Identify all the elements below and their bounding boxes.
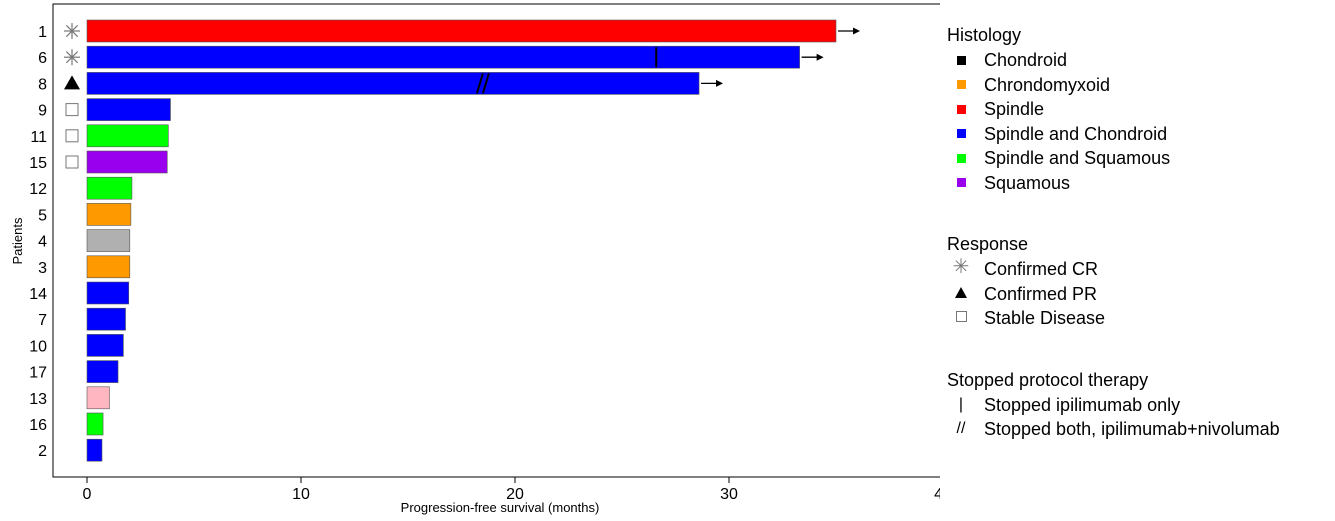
legend-item-histology: Spindle and Chondroid: [947, 122, 1332, 147]
legend-histology-title: Histology: [947, 25, 1022, 45]
bar-patient-15: [86, 150, 168, 174]
bar-patient-17: [86, 360, 119, 383]
bar-patient-2: [86, 438, 103, 462]
bar-patient-8: [86, 72, 700, 95]
y-tick-label: 15: [29, 155, 47, 172]
y-tick-label: 8: [38, 76, 47, 93]
bar-patient-1: [86, 19, 837, 43]
y-tick-label: 13: [29, 391, 47, 408]
bar-patient-11: [86, 124, 169, 148]
legend-label: Chondroid: [984, 50, 1068, 70]
y-tick-label: 3: [38, 260, 47, 277]
legend-label: Stopped both, ipilimumab+nivolumab: [984, 419, 1280, 439]
y-tick-label: 1: [38, 24, 47, 41]
legend-swatch: [957, 178, 966, 188]
legend-item-histology: Squamous: [947, 171, 1332, 196]
legend-item-histology: Chrondomyxoid: [947, 73, 1332, 98]
y-tick-label: 2: [38, 443, 47, 460]
legend-label: Confirmed PR: [984, 283, 1098, 304]
bar-patient-14: [86, 281, 130, 305]
square-icon: [65, 103, 79, 117]
y-tick-label: 9: [38, 103, 47, 120]
plot-frame: [52, 3, 940, 478]
legend-response-title: Response: [947, 234, 1029, 254]
square-icon: [65, 155, 79, 169]
y-tick-label: 7: [38, 312, 47, 329]
bar-patient-16: [86, 412, 104, 436]
y-tick-label: 16: [29, 417, 47, 434]
bar-patient-3: [86, 255, 131, 279]
x-tick-label: 20: [506, 486, 524, 503]
y-tick-label: 6: [38, 50, 47, 67]
x-tick-label: 10: [292, 486, 310, 503]
x-tick-label: 40: [934, 486, 940, 503]
double-slash-icon: //: [956, 420, 966, 437]
x-axis-label: Progression-free survival (months): [401, 500, 600, 515]
legend-item-histology: Spindle: [947, 97, 1332, 122]
ongoing-arrow-head: [716, 79, 724, 87]
x-tick-label: 30: [720, 486, 738, 503]
legend-label: Stable Disease: [984, 308, 1106, 328]
legend-label: Spindle and Squamous: [984, 148, 1171, 168]
y-tick-label: 4: [38, 234, 47, 251]
square-icon: [951, 306, 971, 331]
stopped-both-marker: [475, 73, 484, 94]
bar-patient-10: [86, 334, 124, 357]
asterisk-icon: ✳: [952, 256, 970, 278]
bar-patient-7: [86, 307, 126, 331]
bar-patient-13: [86, 386, 110, 410]
stopped-both-marker: [481, 73, 490, 94]
y-tick-label: 5: [38, 207, 47, 224]
legend-item-stopped-ipi: | Stopped ipilimumab only: [947, 393, 1332, 418]
bar-patient-12: [86, 176, 133, 200]
legend-label: Chrondomyxoid: [984, 74, 1111, 95]
legend-item-histology: Chondroid: [947, 48, 1332, 73]
legend-stopped-title: Stopped protocol therapy: [947, 369, 1149, 390]
legend-swatch: [957, 55, 966, 65]
bar-patient-5: [86, 203, 132, 226]
legend-item-histology: Spindle and Squamous: [947, 146, 1332, 171]
bar-patient-9: [86, 98, 171, 121]
legend-label: Spindle: [984, 99, 1045, 119]
square-icon: [65, 129, 79, 143]
asterisk-icon: [65, 24, 79, 38]
bar-patient-4: [86, 229, 131, 252]
legend-label: Stopped ipilimumab only: [984, 394, 1181, 415]
legend-label: Spindle and Chondroid: [984, 123, 1168, 144]
legend-label: Squamous: [984, 172, 1071, 193]
legend-item-sd: Stable Disease: [947, 306, 1332, 331]
single-bar-icon: |: [958, 395, 964, 413]
triangle-icon: [951, 282, 971, 307]
y-tick-label: 17: [29, 365, 47, 382]
legend-swatch: [957, 129, 966, 139]
bar-patient-6: [86, 45, 800, 69]
y-axis-label: Patients: [10, 217, 25, 264]
asterisk-icon: [65, 51, 79, 64]
pfs-chart: 1689111512543147101713162010203040Progre…: [10, 3, 940, 515]
x-tick-label: 0: [83, 486, 92, 503]
ongoing-arrow-head: [853, 27, 860, 35]
legend-label: Confirmed CR: [984, 259, 1099, 279]
ongoing-arrow-head: [816, 53, 824, 61]
legend-item-cr: ✳ Confirmed CR: [947, 257, 1332, 282]
y-tick-label: 11: [30, 129, 47, 146]
legend-item-stopped-both: // Stopped both, ipilimumab+nivolumab: [947, 417, 1332, 442]
legend-swatch: [957, 104, 966, 114]
triangle-icon: [64, 75, 80, 90]
legend-swatch: [957, 80, 966, 90]
y-tick-label: 14: [29, 286, 47, 303]
legend-swatch: [957, 153, 966, 163]
y-tick-label: 12: [29, 181, 47, 198]
legend: Histology Chondroid Chrondomyxoid Spindle S…: [947, 22, 1332, 442]
y-tick-label: 10: [29, 338, 47, 355]
legend-item-pr: Confirmed PR: [947, 282, 1332, 307]
